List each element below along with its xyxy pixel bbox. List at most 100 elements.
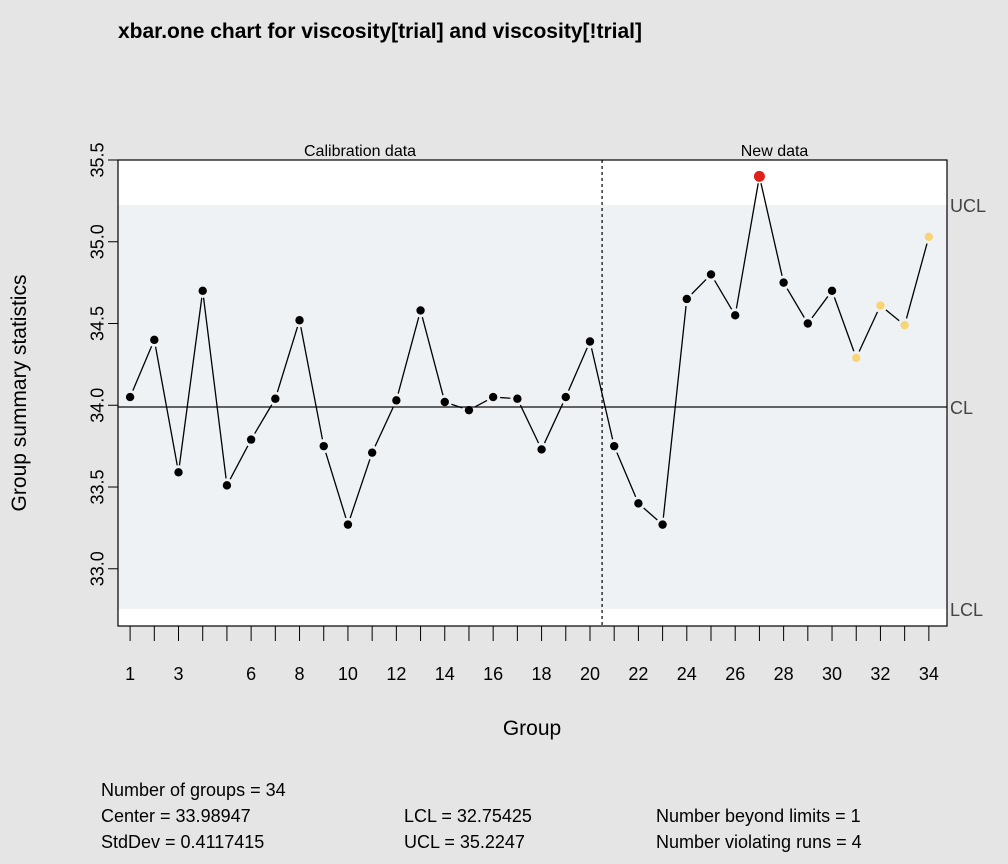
- x-tick-label: 20: [580, 664, 600, 684]
- stat-violating-runs: Number violating runs = 4: [656, 832, 862, 852]
- data-point: [150, 335, 159, 345]
- data-point: [827, 286, 837, 296]
- series-segment: [519, 404, 540, 444]
- data-point: [803, 319, 813, 328]
- x-tick-label: 30: [822, 664, 842, 684]
- x-tick-label: 28: [774, 664, 794, 684]
- data-point: [416, 306, 425, 315]
- data-point: [125, 392, 135, 402]
- chart-title: xbar.one chart for viscosity[trial] and …: [118, 20, 642, 43]
- x-tick-label: 26: [725, 664, 745, 684]
- series-segment: [500, 396, 511, 399]
- x-tick-label: 16: [483, 664, 503, 684]
- data-point: [609, 441, 619, 451]
- data-point: [440, 397, 449, 407]
- new-data-section-label: New data: [741, 143, 809, 160]
- x-tick-label: 8: [295, 664, 305, 684]
- data-point: [392, 396, 401, 405]
- data-point: [634, 499, 643, 508]
- data-point: [876, 301, 885, 310]
- series-segment: [276, 326, 299, 393]
- x-tick-label: 14: [435, 664, 455, 684]
- series-segment: [349, 459, 371, 519]
- series-segment: [254, 404, 273, 434]
- series-segment: [590, 348, 614, 440]
- data-point: [174, 468, 183, 477]
- series-segment: [178, 297, 203, 466]
- series-segment: [451, 403, 463, 409]
- series-segment: [229, 445, 249, 480]
- calibration-section-label: Calibration data: [304, 143, 416, 160]
- series-segment: [905, 243, 928, 319]
- data-point: [706, 270, 716, 279]
- data-point: [464, 405, 474, 415]
- cl-label: CL: [950, 398, 973, 418]
- ucl-label: UCL: [950, 196, 986, 216]
- data-point: [537, 445, 546, 454]
- series-segment: [662, 305, 687, 518]
- series-segment: [543, 403, 564, 444]
- series-segment: [833, 297, 855, 352]
- data-point: [367, 448, 377, 457]
- data-point: [222, 481, 232, 490]
- data-series: [125, 170, 934, 529]
- data-point: [658, 520, 667, 529]
- series-segment: [300, 326, 324, 440]
- series-segment: [858, 311, 879, 352]
- y-tick-label: 35.5: [87, 142, 107, 177]
- data-point: [852, 353, 861, 363]
- y-tick-label: 35.0: [87, 224, 107, 259]
- data-point: [319, 441, 328, 451]
- data-point: [295, 316, 304, 325]
- x-tick-label: 18: [532, 664, 552, 684]
- series-segment: [325, 452, 347, 519]
- series-segment: [643, 507, 658, 521]
- data-point: [900, 320, 909, 330]
- series-segment: [474, 399, 488, 408]
- y-axis-label: Group summary statistics: [8, 275, 31, 512]
- data-point: [731, 311, 740, 320]
- data-point: [513, 394, 522, 403]
- y-tick-label: 33.0: [87, 551, 107, 586]
- lcl-label: LCL: [950, 600, 983, 620]
- series-segment: [714, 280, 733, 310]
- x-tick-label: 10: [338, 664, 358, 684]
- series-segment: [885, 309, 900, 322]
- stat-center: Center = 33.98947: [101, 806, 251, 826]
- data-point: [561, 392, 570, 402]
- x-tick-label: 12: [386, 664, 406, 684]
- y-tick-label: 34.0: [87, 388, 107, 423]
- stat-ucl: UCL = 35.2247: [404, 832, 525, 852]
- data-point: [585, 337, 595, 346]
- data-point: [488, 392, 498, 402]
- x-tick-label: 32: [870, 664, 890, 684]
- stat-beyond-limits: Number beyond limits = 1: [656, 806, 861, 826]
- y-tick-label: 33.5: [87, 469, 107, 504]
- y-tick-label: 34.5: [87, 306, 107, 341]
- data-point: [246, 435, 256, 444]
- series-segment: [616, 452, 637, 498]
- x-tick-label: 24: [677, 664, 697, 684]
- x-tick-label: 22: [628, 664, 648, 684]
- series-segment: [735, 183, 759, 309]
- x-tick-label: 34: [919, 664, 939, 684]
- data-point: [198, 286, 207, 296]
- data-point: [343, 520, 353, 529]
- x-tick-label: 3: [174, 664, 184, 684]
- series-segment: [811, 296, 829, 319]
- stat-lcl: LCL = 32.75425: [404, 806, 532, 826]
- series-segment: [202, 297, 227, 479]
- data-point: [779, 278, 788, 287]
- stat-stddev: StdDev = 0.4117415: [101, 832, 264, 852]
- series-segment: [397, 317, 420, 394]
- series-segment: [567, 347, 588, 391]
- series-segment: [374, 406, 395, 447]
- stat-number-of-groups: Number of groups = 34: [101, 780, 286, 800]
- series-segment: [691, 278, 707, 295]
- series-segment: [421, 317, 444, 396]
- series-segment: [154, 346, 178, 466]
- data-point: [271, 394, 280, 403]
- series-segment: [760, 183, 783, 276]
- series-segment: [786, 288, 805, 318]
